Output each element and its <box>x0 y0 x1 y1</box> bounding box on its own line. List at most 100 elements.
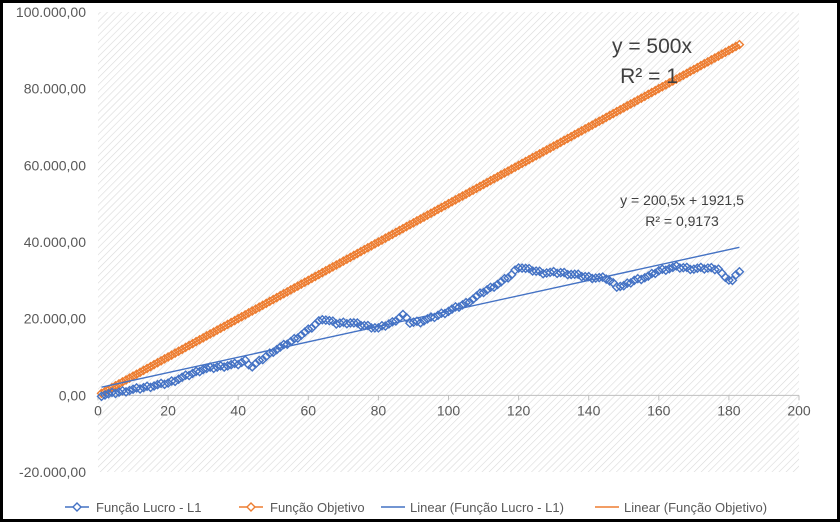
x-tick-label: 100 <box>437 402 461 418</box>
data-point-funcao-lucro <box>320 315 331 326</box>
data-point-funcao-lucro <box>303 324 314 335</box>
x-tick-label: 120 <box>507 402 531 418</box>
data-point-funcao-lucro <box>247 361 258 372</box>
legend-item-funcao-objetivo: Função Objetivo <box>239 500 365 515</box>
data-point-funcao-lucro <box>194 366 205 377</box>
data-point-funcao-lucro <box>646 268 657 279</box>
data-point-funcao-lucro <box>622 278 633 289</box>
legend-label-objetivo: Função Objetivo <box>270 500 365 515</box>
legend-label-linear-objetivo: Linear (Função Objetivo) <box>624 500 767 515</box>
data-point-funcao-lucro <box>667 262 678 273</box>
data-point-funcao-lucro <box>678 262 689 273</box>
legend-item-linear-objetivo: Linear (Função Objetivo) <box>595 500 767 515</box>
data-point-funcao-lucro <box>660 265 671 276</box>
data-point-funcao-lucro <box>299 327 310 338</box>
data-point-funcao-lucro <box>173 374 184 385</box>
data-point-funcao-lucro <box>226 359 237 370</box>
data-point-funcao-lucro <box>159 379 170 390</box>
data-point-funcao-lucro <box>114 387 125 398</box>
data-point-funcao-lucro <box>212 362 223 373</box>
r2-lucro: R² = 0,9173 <box>645 213 719 229</box>
data-point-funcao-lucro <box>566 269 577 280</box>
data-point-funcao-lucro <box>468 294 479 305</box>
data-point-funcao-lucro <box>429 312 440 323</box>
x-tick-label: 0 <box>94 402 102 418</box>
data-point-funcao-lucro <box>387 316 398 327</box>
data-point-funcao-lucro <box>674 263 685 273</box>
data-point-funcao-lucro <box>96 391 107 402</box>
data-point-funcao-lucro <box>282 339 293 350</box>
data-point-funcao-lucro <box>650 268 661 279</box>
data-point-funcao-lucro <box>520 263 531 274</box>
data-point-funcao-lucro <box>198 364 209 375</box>
data-point-funcao-lucro <box>324 315 335 326</box>
data-point-funcao-lucro <box>233 359 244 370</box>
line-chart: -20.000,00 0,00 20.000,00 40.000,00 60.000,0… <box>16 4 811 515</box>
x-tick-label: 20 <box>160 402 176 418</box>
data-point-funcao-lucro <box>562 269 573 280</box>
equation-lucro: y = 200,5x + 1921,5 <box>620 192 744 208</box>
data-point-funcao-lucro <box>489 282 500 293</box>
data-point-funcao-lucro <box>527 266 538 277</box>
data-point-funcao-lucro <box>709 264 720 275</box>
legend-item-linear-lucro: Linear (Função Lucro - L1) <box>381 500 564 515</box>
data-point-funcao-lucro <box>152 379 163 390</box>
legend-label-linear-lucro: Linear (Função Lucro - L1) <box>410 500 564 515</box>
data-point-funcao-lucro <box>170 376 181 387</box>
legend-marker-lucro <box>72 502 82 512</box>
data-point-funcao-lucro <box>478 287 489 298</box>
data-point-funcao-lucro <box>730 269 741 280</box>
data-point-funcao-lucro <box>618 280 629 291</box>
y-tick-label: 100.000,00 <box>16 4 86 20</box>
data-point-funcao-lucro <box>103 388 114 399</box>
legend-marker-objetivo <box>246 502 256 512</box>
data-point-funcao-lucro <box>135 383 146 394</box>
data-point-funcao-lucro <box>100 390 110 401</box>
data-point-funcao-lucro <box>499 273 510 284</box>
y-tick-label: 20.000,00 <box>24 311 86 327</box>
data-point-funcao-lucro <box>408 317 419 328</box>
data-point-funcao-lucro <box>692 263 703 274</box>
y-tick-label: 80.000,00 <box>24 81 86 97</box>
data-point-funcao-lucro <box>208 363 219 374</box>
y-tick-label: -20.000,00 <box>19 464 86 480</box>
y-tick-label: 40.000,00 <box>24 234 86 250</box>
equation-objetivo: y = 500x <box>612 35 692 58</box>
data-point-funcao-lucro <box>457 299 468 310</box>
x-tick-label: 140 <box>577 402 601 418</box>
data-point-funcao-lucro <box>415 317 426 328</box>
data-point-funcao-lucro <box>569 269 580 280</box>
data-point-funcao-lucro <box>355 320 366 331</box>
data-point-funcao-lucro <box>643 271 654 282</box>
data-point-funcao-lucro <box>128 384 139 395</box>
x-tick-label: 40 <box>230 402 246 418</box>
x-tick-label: 60 <box>301 402 317 418</box>
data-point-funcao-lucro <box>702 263 713 274</box>
data-point-funcao-lucro <box>485 282 496 293</box>
data-point-funcao-lucro <box>418 315 429 326</box>
data-point-funcao-lucro <box>222 360 233 371</box>
data-point-funcao-lucro <box>296 330 307 341</box>
data-point-funcao-lucro <box>625 277 636 288</box>
data-point-funcao-lucro <box>289 333 300 344</box>
data-point-funcao-lucro <box>145 382 156 393</box>
data-point-funcao-lucro <box>496 276 507 287</box>
data-point-funcao-lucro <box>292 333 303 344</box>
x-tick-label: 80 <box>371 402 387 418</box>
data-point-funcao-lucro <box>615 281 626 292</box>
data-point-funcao-lucro <box>149 381 160 392</box>
y-tick-label: 0,00 <box>59 387 86 403</box>
data-point-funcao-lucro <box>275 342 286 353</box>
data-point-funcao-lucro <box>492 279 503 290</box>
data-point-funcao-lucro <box>594 272 605 283</box>
data-point-funcao-lucro <box>345 317 356 328</box>
data-point-funcao-lucro <box>664 263 675 274</box>
data-point-funcao-lucro <box>454 302 465 313</box>
data-point-funcao-lucro <box>254 355 265 366</box>
data-point-funcao-lucro <box>383 318 394 329</box>
data-point-funcao-lucro <box>110 388 121 399</box>
x-tick-label: 180 <box>717 402 741 418</box>
data-point-funcao-lucro <box>348 317 359 328</box>
legend-item-funcao-lucro: Função Lucro - L1 <box>65 500 202 515</box>
